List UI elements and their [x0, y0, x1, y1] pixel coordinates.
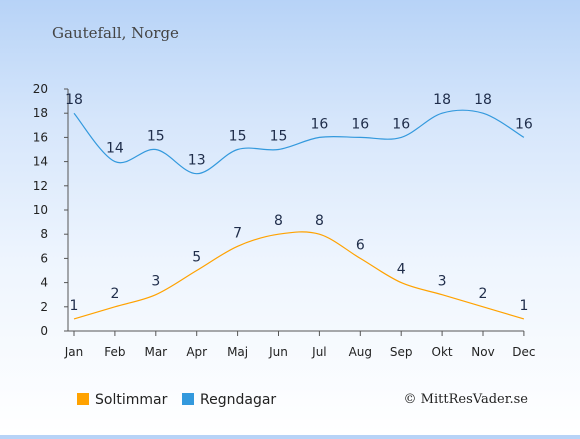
y-tick-label: 6 — [40, 251, 48, 265]
legend-label-soltimmar: Soltimmar — [95, 392, 168, 408]
data-label-regndagar: 15 — [229, 129, 247, 145]
data-label-soltimmar: 1 — [519, 298, 528, 314]
x-tick-label: Sep — [390, 345, 413, 359]
data-label-soltimmar: 3 — [438, 274, 447, 290]
x-tick-label: Jan — [64, 345, 84, 359]
x-tick-label: Mar — [144, 345, 167, 359]
data-label-soltimmar: 8 — [274, 213, 283, 229]
data-label-regndagar: 16 — [351, 116, 369, 132]
y-tick-label: 10 — [33, 203, 48, 217]
data-label-regndagar: 14 — [106, 141, 124, 157]
data-label-soltimmar: 7 — [233, 225, 242, 241]
data-label-regndagar: 16 — [515, 116, 533, 132]
y-tick-label: 4 — [40, 276, 48, 290]
data-label-regndagar: 15 — [147, 129, 165, 145]
data-label-regndagar: 13 — [188, 153, 206, 169]
legend: Soltimmar Regndagar — [77, 392, 276, 408]
series-lines — [73, 109, 525, 320]
legend-swatch-soltimmar — [77, 393, 89, 405]
series-line-regndagar — [73, 109, 525, 175]
data-label-soltimmar: 3 — [151, 274, 160, 290]
data-label-soltimmar: 5 — [192, 250, 201, 266]
data-label-soltimmar: 6 — [356, 237, 365, 253]
y-tick-label: 2 — [40, 300, 48, 314]
data-label-regndagar: 15 — [270, 129, 288, 145]
data-label-soltimmar: 2 — [479, 286, 488, 302]
y-tick-label: 16 — [33, 130, 48, 144]
x-tick-label: Apr — [186, 345, 207, 359]
x-tick-label: Feb — [104, 345, 125, 359]
y-tick-label: 14 — [33, 155, 48, 169]
y-tick-label: 0 — [40, 324, 48, 338]
x-tick-label: Aug — [349, 345, 372, 359]
x-tick-label: Nov — [471, 345, 494, 359]
data-label-regndagar: 18 — [433, 92, 451, 108]
y-tick-label: 18 — [33, 106, 48, 120]
y-tick-label: 8 — [40, 227, 48, 241]
legend-swatch-regndagar — [182, 393, 194, 405]
legend-label-regndagar: Regndagar — [200, 392, 276, 408]
x-tick-label: Okt — [432, 345, 453, 359]
credit-text: © MittResVader.se — [404, 392, 529, 407]
data-label-soltimmar: 4 — [397, 262, 406, 278]
data-label-regndagar: 18 — [65, 92, 83, 108]
data-label-regndagar: 16 — [310, 116, 328, 132]
y-tick-label: 12 — [33, 179, 48, 193]
data-label-soltimmar: 1 — [70, 298, 79, 314]
x-tick-label: Dec — [512, 345, 535, 359]
series-line-soltimmar — [73, 231, 525, 320]
data-label-soltimmar: 8 — [315, 213, 324, 229]
x-tick-label: Jun — [268, 345, 288, 359]
y-tick-label: 20 — [33, 82, 48, 96]
chart-title: Gautefall, Norge — [52, 24, 179, 42]
data-label-regndagar: 18 — [474, 92, 492, 108]
x-tick-label: Maj — [227, 345, 248, 359]
x-tick-label: Jul — [311, 345, 326, 359]
data-label-regndagar: 16 — [392, 116, 410, 132]
data-label-soltimmar: 2 — [110, 286, 119, 302]
data-labels: 1 2 3 5 7 8 8 6 4 3 2 1 18 14 15 13 15 15 16 16 16 18 18 16 — [65, 92, 533, 314]
